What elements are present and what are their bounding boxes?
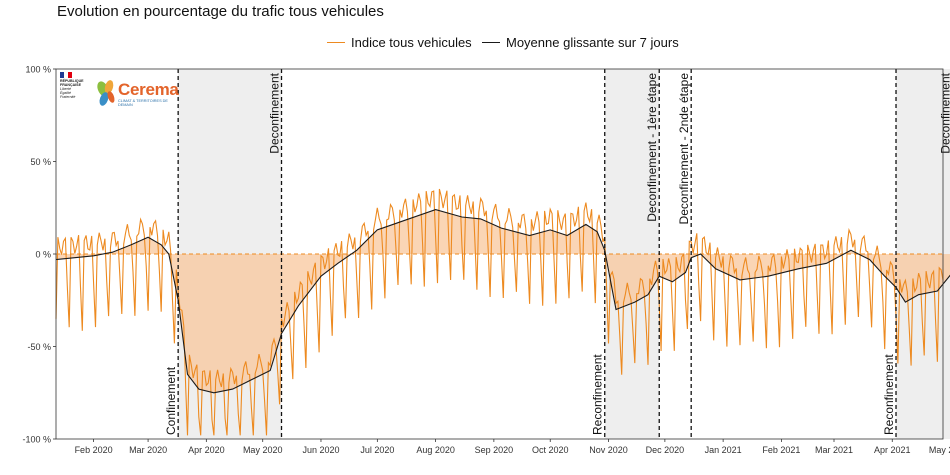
x-tick-label-1: Mar 2020 [129, 445, 167, 455]
x-tick-label-11: Jan 2021 [705, 445, 742, 455]
event-label-1: Deconfinement [268, 72, 282, 153]
cerema-name: Cerema [118, 80, 179, 99]
legend-swatch-indice [327, 41, 345, 43]
series-line-indice [55, 188, 944, 436]
event-label-5: Reconfinement [882, 354, 896, 435]
event-label-3: Deconfinement - 1ère étape [645, 73, 659, 222]
cerema-tagline: CLIMAT & TERRITOIRES DE DEMAIN [118, 99, 168, 107]
x-tick-label-13: Mar 2021 [815, 445, 853, 455]
y-tick-label-1: 50 % [30, 157, 51, 167]
legend-label-moyenne: Moyenne glissante sur 7 jours [506, 34, 679, 50]
legend-swatch-moyenne [482, 41, 500, 43]
x-tick-label-12: Feb 2021 [762, 445, 800, 455]
republique-francaise-logo: RÉPUBLIQUE FRANÇAISE Liberté Égalité Fra… [60, 72, 84, 99]
legend-item-indice: Indice tous vehicules [327, 33, 472, 51]
republique-line1: RÉPUBLIQUE [60, 79, 84, 83]
x-tick-label-7: Sep 2020 [475, 445, 514, 455]
x-tick-label-2: Apr 2020 [188, 445, 225, 455]
event-label-4: Deconfinement - 2nde étape [677, 73, 691, 225]
cerema-petals-icon [97, 80, 115, 106]
event-label-2: Reconfinement [591, 354, 605, 435]
x-tick-label-0: Feb 2020 [75, 445, 113, 455]
y-tick-label-0: 100 % [25, 65, 51, 75]
x-tick-label-9: Nov 2020 [589, 445, 628, 455]
y-tick-label-4: -100 % [22, 435, 51, 445]
x-tick-label-15: May 2021 [929, 445, 950, 455]
french-flag-icon [60, 72, 72, 78]
legend: Indice tous vehicules Moyenne glissante … [0, 33, 950, 51]
event-label-0: Confinement [164, 366, 178, 435]
x-tick-label-10: Dec 2020 [646, 445, 685, 455]
chart-title: Evolution en pourcentage du trafic tous … [57, 3, 384, 20]
x-tick-label-6: Aug 2020 [416, 445, 455, 455]
republique-line2: FRANÇAISE [60, 83, 81, 87]
cerema-wordmark: Cerema CLIMAT & TERRITOIRES DE DEMAIN [118, 80, 179, 107]
mean-area-fill [56, 209, 950, 393]
legend-item-moyenne: Moyenne glissante sur 7 jours [482, 33, 679, 51]
x-tick-label-5: Jul 2020 [360, 445, 394, 455]
event-label-6: Deconfinement [938, 72, 950, 153]
cerema-logo: RÉPUBLIQUE FRANÇAISE Liberté Égalité Fra… [58, 70, 179, 115]
legend-label-indice: Indice tous vehicules [351, 34, 472, 50]
y-tick-label-2: 0 % [35, 250, 51, 260]
y-tick-label-3: -50 % [27, 342, 51, 352]
republique-motto: Liberté Égalité Fraternité [60, 87, 76, 99]
x-tick-label-8: Oct 2020 [532, 445, 569, 455]
x-tick-label-4: Jun 2020 [302, 445, 339, 455]
x-tick-label-14: Apr 2021 [874, 445, 911, 455]
x-tick-label-3: May 2020 [243, 445, 283, 455]
series-line-moyenne [55, 209, 950, 394]
